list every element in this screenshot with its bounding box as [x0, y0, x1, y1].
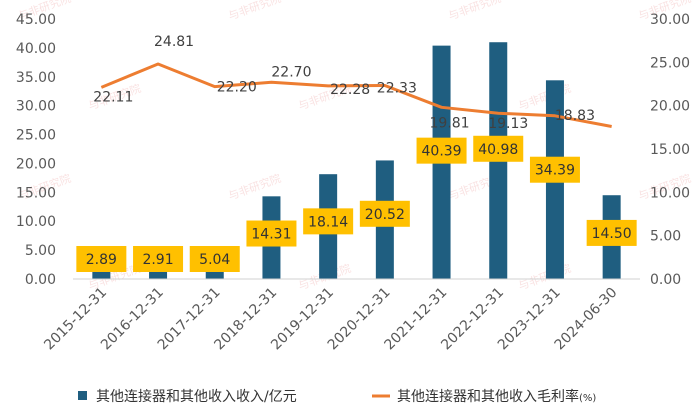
left-tick-label: 15.00 — [16, 185, 56, 201]
right-tick-label: 30.00 — [650, 12, 690, 28]
bar-data-label: 2.91 — [133, 246, 184, 272]
bar-label-box — [529, 156, 580, 183]
legend-label-margin-main: 其他连接器和其他收入毛利率 — [397, 388, 579, 405]
right-tick-label: 5.00 — [650, 229, 681, 245]
bar-label-box — [189, 246, 240, 272]
bar-label-box — [586, 219, 637, 246]
bar-label-text: 18.14 — [308, 214, 348, 230]
right-axis: 0.00 5.00 10.00 15.00 20.00 25.00 30.00 — [650, 12, 690, 288]
bar-data-label: 40.98 — [473, 135, 524, 162]
line-series — [100, 62, 612, 128]
bar-label-box — [416, 137, 467, 164]
bar-label-text: 2.89 — [86, 252, 117, 268]
x-axis: 2015-12-312016-12-312017-12-312018-12-31… — [41, 285, 620, 354]
margin-line — [100, 62, 612, 128]
left-tick-label: 40.00 — [16, 41, 56, 57]
legend-label-margin: 其他连接器和其他收入毛利率(%) — [397, 388, 596, 405]
line-data-label: 22.11 — [93, 89, 133, 105]
line-data-label: 18.83 — [555, 108, 595, 124]
legend-label-margin-suffix: (%) — [579, 393, 596, 404]
bar-label-text: 2.91 — [142, 252, 173, 268]
bar-data-label: 18.14 — [303, 208, 354, 235]
left-tick-label: 10.00 — [16, 214, 56, 230]
bar-data-label: 40.39 — [416, 137, 467, 164]
bar-data-label: 2.89 — [76, 246, 127, 272]
right-tick-label: 20.00 — [650, 99, 690, 115]
right-tick-label: 0.00 — [650, 272, 681, 288]
line-data-label: 24.81 — [154, 34, 194, 50]
bar-label-text: 40.98 — [478, 142, 518, 158]
left-tick-label: 0.00 — [25, 272, 56, 288]
bar-label-box — [303, 208, 354, 235]
bar-label-box — [246, 220, 297, 247]
left-tick-label: 5.00 — [25, 243, 56, 259]
right-tick-label: 15.00 — [650, 142, 690, 158]
legend-label-revenue: 其他连接器和其他收入收入/亿元 — [96, 388, 297, 405]
line-data-label: 22.70 — [271, 64, 311, 80]
bar-label-text: 34.39 — [535, 163, 575, 179]
line-data-label: 22.33 — [377, 80, 417, 96]
bar-label-box — [473, 135, 524, 162]
watermark-text: 与非研究院 — [226, 0, 282, 23]
bar-data-label: 14.50 — [586, 219, 637, 246]
bar-data-label: 34.39 — [529, 156, 580, 183]
left-tick-label: 20.00 — [16, 156, 56, 172]
bar-label-box — [133, 246, 184, 272]
bar-label-text: 20.52 — [365, 207, 405, 223]
line-data-label: 19.13 — [488, 116, 528, 132]
left-axis: 0.00 5.00 10.00 15.00 20.00 25.00 30.00 35.00 40… — [16, 12, 56, 288]
watermark-text: 与非研究院 — [446, 0, 502, 23]
line-data-label: 22.20 — [217, 80, 257, 96]
bar-data-label: 20.52 — [359, 200, 410, 227]
bar-label-text: 14.31 — [251, 227, 291, 243]
left-tick-label: 35.00 — [16, 70, 56, 86]
bar-data-labels: 2.89 2.91 5.04 14.31 18.14 20.52 40.39 40.98 34.… — [76, 135, 637, 272]
line-data-label: 19.81 — [430, 115, 470, 131]
watermark-text: 与非研究院 — [516, 261, 572, 293]
right-tick-label: 10.00 — [650, 185, 690, 201]
bar-data-label: 5.04 — [189, 246, 240, 272]
left-tick-label: 30.00 — [16, 99, 56, 115]
legend: 其他连接器和其他收入收入/亿元 其他连接器和其他收入毛利率(%) — [78, 388, 596, 405]
line-data-label: 22.28 — [330, 82, 370, 98]
left-tick-label: 45.00 — [16, 12, 56, 28]
right-tick-label: 25.00 — [650, 55, 690, 71]
bar-label-text: 14.50 — [592, 226, 632, 242]
bar-label-box — [359, 200, 410, 227]
bar-label-text: 40.39 — [422, 144, 462, 160]
line-data-labels: 22.11 24.81 22.20 22.70 22.28 22.33 19.81 19.13… — [93, 34, 595, 132]
bar-data-label: 14.31 — [246, 220, 297, 247]
bar-label-text: 5.04 — [199, 252, 230, 268]
left-tick-label: 25.00 — [16, 128, 56, 144]
legend-swatch-bar — [78, 391, 87, 400]
bar-label-box — [76, 246, 127, 272]
